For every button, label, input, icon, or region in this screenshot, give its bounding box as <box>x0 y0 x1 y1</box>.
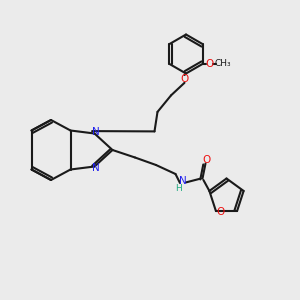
Text: CH₃: CH₃ <box>215 59 231 68</box>
Text: O: O <box>180 74 189 84</box>
Text: O: O <box>206 59 214 69</box>
Text: N: N <box>92 127 99 137</box>
Text: N: N <box>179 176 187 187</box>
Text: N: N <box>92 163 99 173</box>
Text: O: O <box>216 207 224 217</box>
Text: O: O <box>202 154 211 165</box>
Text: H: H <box>175 184 182 193</box>
